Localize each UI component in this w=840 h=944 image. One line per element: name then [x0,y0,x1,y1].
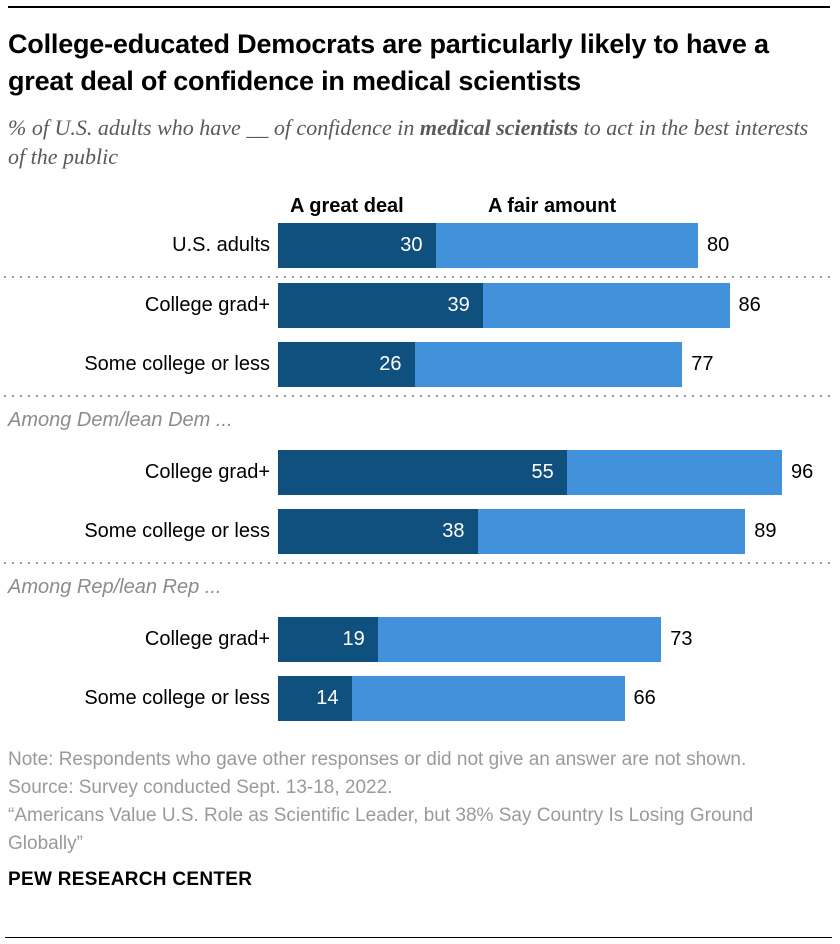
note-line: Note: Respondents who gave other respons… [8,749,747,770]
chart-subtitle: % of U.S. adults who have __ of confiden… [8,113,826,171]
report-title-line: “Americans Value U.S. Role as Scientific… [8,805,754,854]
stacked-bar: 38 89 [278,509,777,554]
a-fair-amount-segment [377,617,662,662]
row-label: College grad+ [144,628,270,650]
a-great-deal-segment: 30 [278,223,436,268]
row-label: Some college or less [84,520,270,542]
net-total-label: 77 [691,353,714,375]
a-fair-amount-segment [414,342,683,387]
stacked-bar: 26 77 [278,342,714,387]
bar-row: College grad+ 39 86 [0,283,840,328]
stacked-bar: 19 73 [278,617,693,662]
row-label: College grad+ [144,294,270,316]
row-label: U.S. adults [172,234,270,256]
stacked-bar: 55 96 [278,450,813,495]
legend-label-a-great-deal: A great deal [290,195,404,217]
bar-row: U.S. adults 30 80 [0,223,840,268]
stacked-bar: 14 66 [278,676,656,721]
net-total-label: 89 [754,520,777,542]
subtitle-bold-term: medical scientists [419,115,579,140]
row-label: Some college or less [84,687,270,709]
row-label: College grad+ [144,461,270,483]
a-great-deal-segment: 14 [278,676,352,721]
a-great-deal-segment: 55 [278,450,567,495]
bar-row: Some college or less 26 77 [0,342,840,387]
a-fair-amount-segment [351,676,625,721]
a-great-deal-segment: 38 [278,509,478,554]
bar-row: Some college or less 14 66 [0,676,840,721]
stacked-bar: 39 86 [278,283,761,328]
a-great-deal-segment: 19 [278,617,378,662]
dotted-separator [4,276,836,278]
dotted-separator [4,395,836,397]
dotted-separator [4,562,836,564]
bar-chart: U.S. adults 30 80 College grad+ 39 86 Some col… [0,223,840,721]
bottom-divider [5,936,832,938]
pew-research-center-wordmark: PEW RESEARCH CENTER [8,869,253,890]
bar-row: College grad+ 55 96 [0,450,840,495]
net-total-label: 86 [738,294,761,316]
stacked-bar: 30 80 [278,223,729,268]
row-label: Some college or less [84,353,270,375]
chart-title: College-educated Democrats are particula… [8,29,769,96]
a-great-deal-segment: 26 [278,342,415,387]
a-great-deal-segment: 39 [278,283,483,328]
a-fair-amount-segment [435,223,698,268]
net-total-label: 80 [707,234,730,256]
chart-legend: A great deal A fair amount [0,195,840,219]
group-heading: Among Rep/lean Rep ... [8,576,222,598]
net-total-label: 73 [670,628,693,650]
subtitle-suffix: to act in the best interests of the publ… [8,115,809,169]
group-heading: Among Dem/lean Dem ... [8,409,233,431]
source-line: Source: Survey conducted Sept. 13-18, 20… [8,777,393,798]
a-fair-amount-segment [477,509,746,554]
subtitle-prefix: % of U.S. adults who have __ of confiden… [8,115,420,140]
net-total-label: 96 [791,461,814,483]
bar-row: College grad+ 19 73 [0,617,840,662]
top-divider [8,6,830,8]
a-fair-amount-segment [566,450,782,495]
footnotes: Note: Respondents who gave other respons… [8,746,828,858]
net-total-label: 66 [633,687,656,709]
bar-row: Some college or less 38 89 [0,509,840,554]
legend-label-a-fair-amount: A fair amount [488,195,617,217]
a-fair-amount-segment [482,283,730,328]
